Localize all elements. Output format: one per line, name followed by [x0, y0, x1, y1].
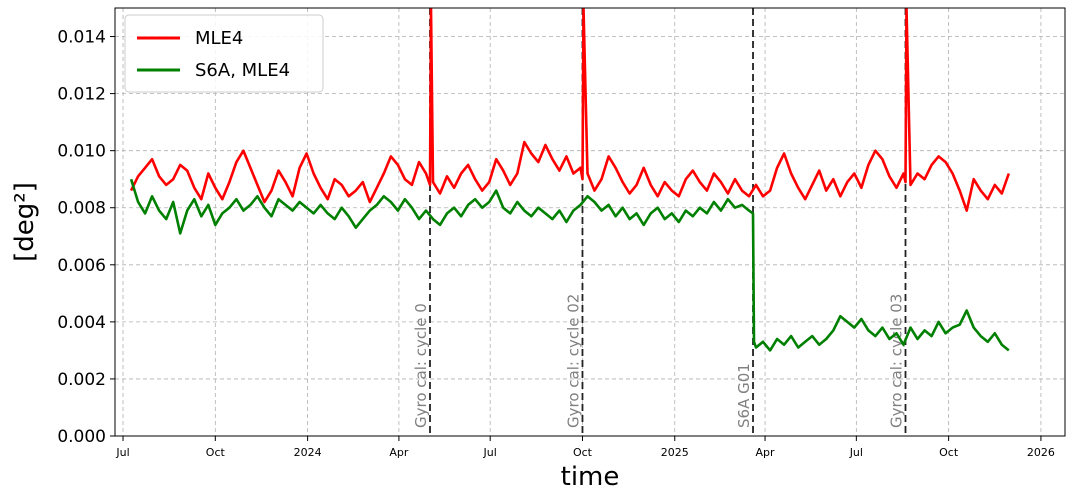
y-tick-label: 0.010 [57, 142, 106, 162]
event-markers: Gyro cal: cycle 0 Gyro cal: cycle 02 S6A G… [412, 8, 907, 436]
plot-area: Gyro cal: cycle 0 Gyro cal: cycle 02 S6A G… [129, 8, 1011, 436]
y-tick-label: 0.002 [57, 370, 106, 390]
y-tick-label: 0.014 [57, 28, 106, 48]
y-tick-label: 0.004 [57, 313, 106, 333]
x-tick-label: 2025 [661, 446, 689, 459]
legend: MLE4 S6A, MLE4 [124, 14, 324, 93]
event-label: Gyro cal: cycle 0 [412, 303, 430, 428]
x-tick-label: Oct [939, 446, 959, 459]
x-tick-label: Apr [756, 446, 776, 459]
event-label: Gyro cal: cycle 02 [564, 294, 582, 428]
data-series [129, 8, 1011, 352]
x-tick-label: Apr [389, 446, 409, 459]
series-line-s6a-mle4 [129, 178, 1010, 352]
x-tick-label: Jul [115, 446, 129, 459]
y-tick-label: 0.000 [57, 427, 106, 447]
y-tick-label: 0.012 [57, 85, 106, 105]
event-label: Gyro cal: cycle 03 [887, 294, 905, 428]
plot-frame [114, 7, 1066, 437]
x-tick-label: 2026 [1027, 446, 1055, 459]
x-axis-title: time [561, 462, 620, 491]
event-label: S6A G01 [735, 363, 753, 428]
series-line-mle4 [129, 8, 1011, 212]
x-axis: Jul Oct 2024 Apr Jul Oct 2025 Apr Jul Oct 2026 [115, 436, 1055, 459]
y-axis-title: [deg²] [10, 182, 40, 262]
legend-box [124, 14, 324, 93]
x-tick-label: Oct [206, 446, 226, 459]
x-tick-label: Jul [849, 446, 863, 459]
y-tick-label: 0.006 [57, 256, 106, 276]
x-tick-label: 2024 [294, 446, 322, 459]
y-axis: 0.000 0.002 0.004 0.006 0.008 0.010 0.012 0.014 [57, 28, 115, 447]
legend-label-s6a-mle4: S6A, MLE4 [195, 60, 290, 81]
x-tick-label: Jul [483, 446, 497, 459]
x-tick-label: Oct [573, 446, 593, 459]
y-tick-label: 0.008 [57, 199, 106, 219]
legend-label-mle4: MLE4 [195, 28, 243, 49]
